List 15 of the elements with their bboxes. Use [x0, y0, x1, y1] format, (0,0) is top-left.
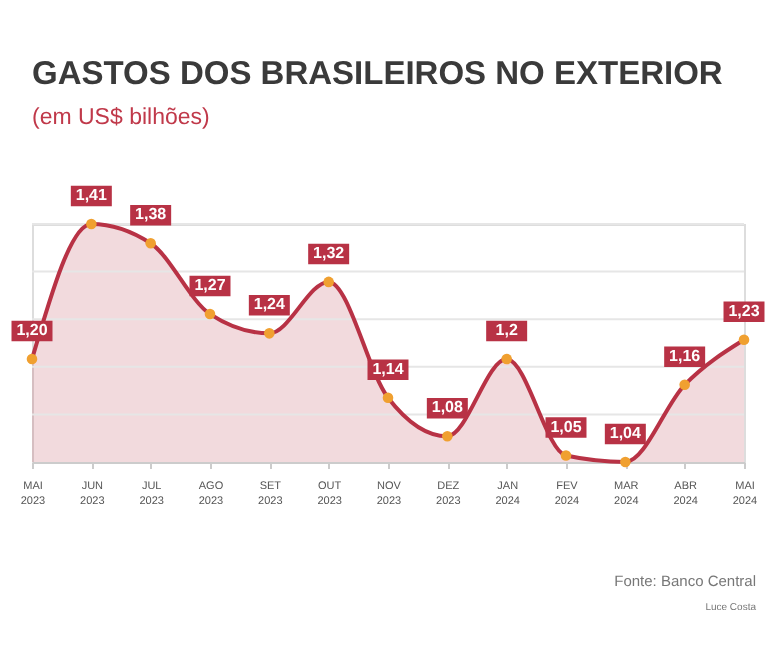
data-label: 1,08	[431, 398, 464, 417]
data-label: 1,24	[253, 295, 286, 314]
data-label: 1,41	[75, 186, 108, 204]
data-label: 1,16	[669, 346, 702, 365]
data-label: 1,32	[313, 243, 346, 262]
data-label: 1,27	[194, 276, 227, 295]
data-label: 1,2	[495, 321, 519, 340]
data-label: 1,04	[609, 424, 642, 442]
data-label: 1,23	[728, 301, 761, 320]
data-label: 1,20	[16, 321, 49, 340]
data-label: 1,38	[135, 205, 168, 224]
data-label: 1,14	[372, 359, 405, 378]
chart-subtitle: (em US$ bilhões)	[32, 106, 211, 130]
data-label: 1,05	[550, 417, 583, 436]
chart-title: GASTOS DOS BRASILEIROS NO EXTERIOR	[32, 56, 723, 92]
